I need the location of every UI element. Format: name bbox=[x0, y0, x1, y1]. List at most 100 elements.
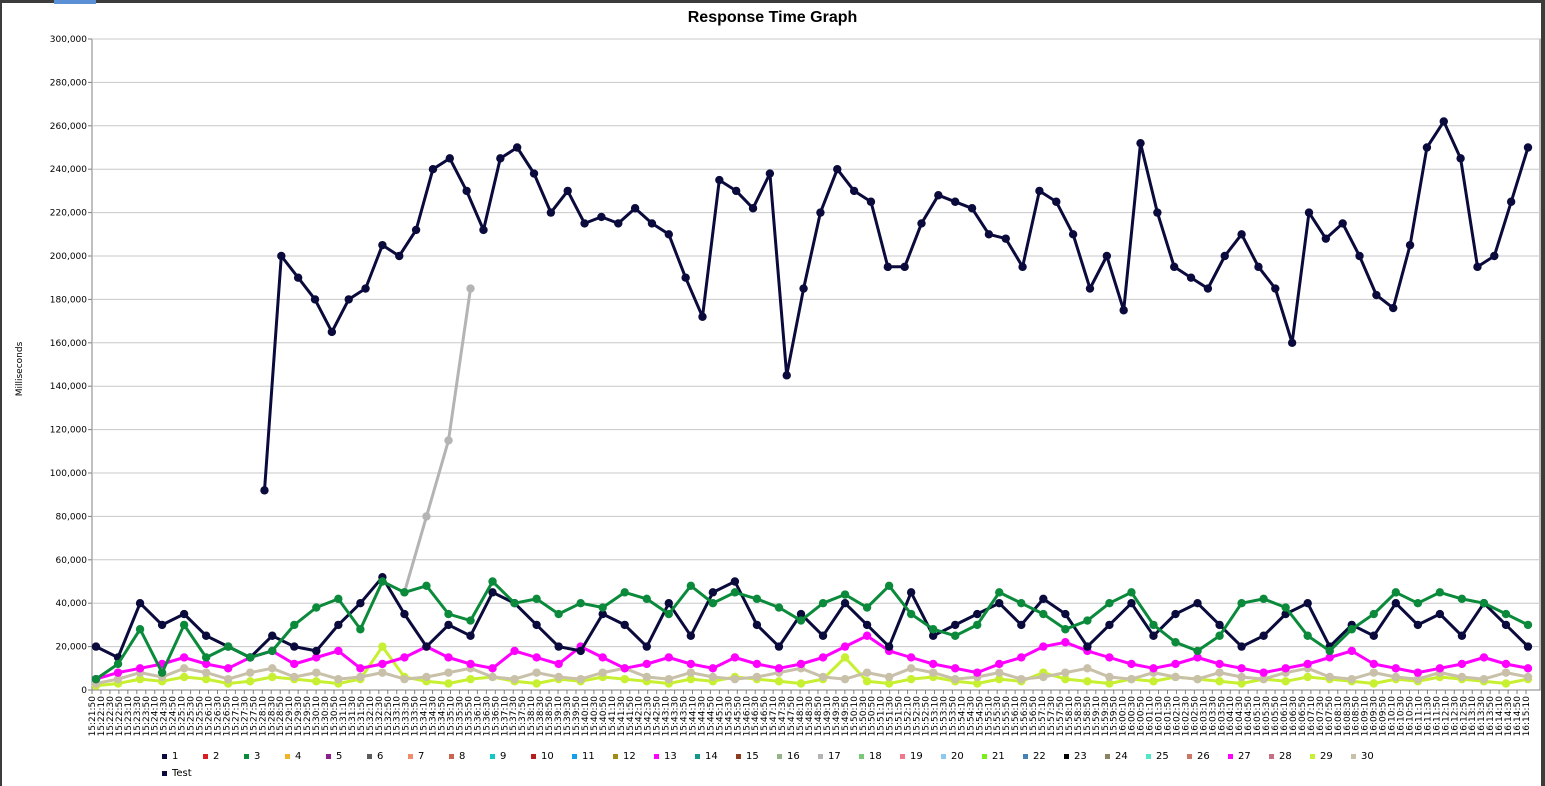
legend-swatch bbox=[1269, 754, 1274, 759]
x-tick-label: 15:29:30 bbox=[294, 696, 304, 737]
x-tick-label: 16:06:10 bbox=[1280, 696, 1290, 737]
legend-swatch bbox=[1228, 754, 1233, 759]
data-point bbox=[862, 677, 872, 686]
x-tick-label: 15:39:50 bbox=[572, 696, 582, 737]
data-point bbox=[906, 588, 916, 597]
data-point bbox=[179, 672, 189, 682]
data-point bbox=[1391, 599, 1401, 608]
data-point bbox=[973, 609, 982, 619]
legend-item: 7 bbox=[408, 751, 449, 762]
series-3 bbox=[91, 577, 1533, 684]
legend-swatch bbox=[203, 754, 208, 759]
legend-swatch bbox=[244, 754, 249, 759]
data-point bbox=[1457, 631, 1467, 640]
data-point bbox=[1039, 609, 1048, 619]
x-tick-label: 16:14:50 bbox=[1513, 696, 1523, 737]
data-point bbox=[995, 668, 1004, 677]
x-tick-label: 15:35:10 bbox=[447, 696, 457, 737]
legend-label: 16 bbox=[787, 751, 800, 762]
data-point bbox=[598, 609, 607, 619]
legend-swatch bbox=[1310, 754, 1315, 759]
x-tick-label: 15:28:10 bbox=[258, 696, 268, 737]
x-tick-label: 15:40:50 bbox=[599, 696, 609, 737]
x-tick-label: 15:25:30 bbox=[187, 696, 197, 737]
x-tick-label: 16:06:50 bbox=[1298, 696, 1308, 737]
x-tick-label: 15:26:10 bbox=[205, 696, 215, 737]
data-point bbox=[246, 668, 255, 677]
data-point bbox=[510, 646, 519, 656]
data-point bbox=[818, 631, 828, 640]
data-point bbox=[1220, 251, 1229, 261]
x-tick-label: 16:12:50 bbox=[1459, 696, 1469, 737]
data-point bbox=[884, 672, 894, 682]
data-point bbox=[554, 609, 563, 619]
data-point bbox=[1171, 638, 1180, 647]
y-tick-label: 160,000 bbox=[50, 339, 87, 349]
data-point bbox=[400, 588, 409, 597]
y-tick-label: 240,000 bbox=[50, 165, 87, 175]
data-point bbox=[840, 674, 850, 684]
data-point bbox=[444, 679, 453, 688]
legend-swatch bbox=[1146, 754, 1151, 759]
x-tick-label: 15:57:50 bbox=[1056, 696, 1066, 737]
legend-item: 14 bbox=[695, 751, 736, 762]
x-tick-label: 15:58:30 bbox=[1074, 696, 1084, 737]
x-tick-label: 16:12:30 bbox=[1450, 696, 1460, 737]
x-tick-label: 15:28:50 bbox=[276, 696, 286, 737]
x-tick-label: 15:32:30 bbox=[375, 696, 385, 737]
data-point bbox=[422, 512, 431, 521]
data-point bbox=[782, 371, 791, 380]
data-point bbox=[268, 631, 277, 640]
data-point bbox=[1193, 653, 1202, 662]
x-tick-label: 15:54:30 bbox=[966, 696, 976, 737]
data-point bbox=[1435, 588, 1445, 597]
x-tick-label: 15:46:30 bbox=[751, 696, 761, 737]
x-tick-label: 15:59:10 bbox=[1092, 696, 1102, 737]
legend-swatch bbox=[859, 754, 864, 759]
y-tick-label: 260,000 bbox=[50, 122, 87, 132]
data-point bbox=[179, 664, 189, 673]
data-point bbox=[400, 609, 409, 619]
data-point bbox=[201, 674, 211, 684]
data-point bbox=[1422, 143, 1432, 152]
x-tick-label: 15:47:10 bbox=[769, 696, 779, 737]
x-tick-label: 15:47:50 bbox=[787, 696, 797, 737]
data-point bbox=[862, 631, 872, 640]
data-point bbox=[378, 659, 387, 669]
legend-label: 25 bbox=[1156, 751, 1169, 762]
data-point bbox=[884, 679, 894, 688]
legend-label: 8 bbox=[459, 751, 466, 762]
data-point bbox=[1259, 594, 1268, 604]
x-tick-label: 15:22:50 bbox=[115, 696, 125, 737]
data-point bbox=[614, 219, 623, 228]
legend-item: 5 bbox=[326, 751, 367, 762]
data-point bbox=[840, 590, 850, 599]
data-point bbox=[1237, 642, 1246, 651]
data-point bbox=[1068, 230, 1078, 239]
x-tick-label: 16:03:10 bbox=[1199, 696, 1209, 737]
data-point bbox=[246, 653, 255, 662]
data-point bbox=[708, 664, 718, 673]
x-tick-label: 15:49:10 bbox=[823, 696, 833, 737]
x-tick-label: 15:36:50 bbox=[491, 696, 501, 737]
x-tick-label: 16:12:10 bbox=[1441, 696, 1451, 737]
data-point bbox=[1287, 338, 1297, 347]
data-point bbox=[951, 631, 960, 640]
data-point bbox=[1193, 599, 1202, 608]
data-point bbox=[532, 620, 541, 630]
data-point bbox=[1259, 631, 1268, 640]
x-tick-label: 15:53:10 bbox=[930, 696, 940, 737]
data-point bbox=[378, 642, 387, 651]
data-point bbox=[906, 609, 916, 619]
data-point bbox=[1136, 138, 1145, 148]
data-point bbox=[730, 588, 740, 597]
data-point bbox=[647, 219, 657, 228]
x-tick-label: 15:51:50 bbox=[895, 696, 905, 737]
x-tick-label: 15:52:10 bbox=[904, 696, 914, 737]
data-point bbox=[488, 672, 497, 682]
x-tick-label: 15:59:50 bbox=[1110, 696, 1120, 737]
x-tick-label: 15:56:30 bbox=[1020, 696, 1030, 737]
x-tick-label: 15:33:50 bbox=[411, 696, 421, 737]
x-tick-label: 15:34:30 bbox=[429, 696, 439, 737]
data-point bbox=[1170, 262, 1179, 272]
